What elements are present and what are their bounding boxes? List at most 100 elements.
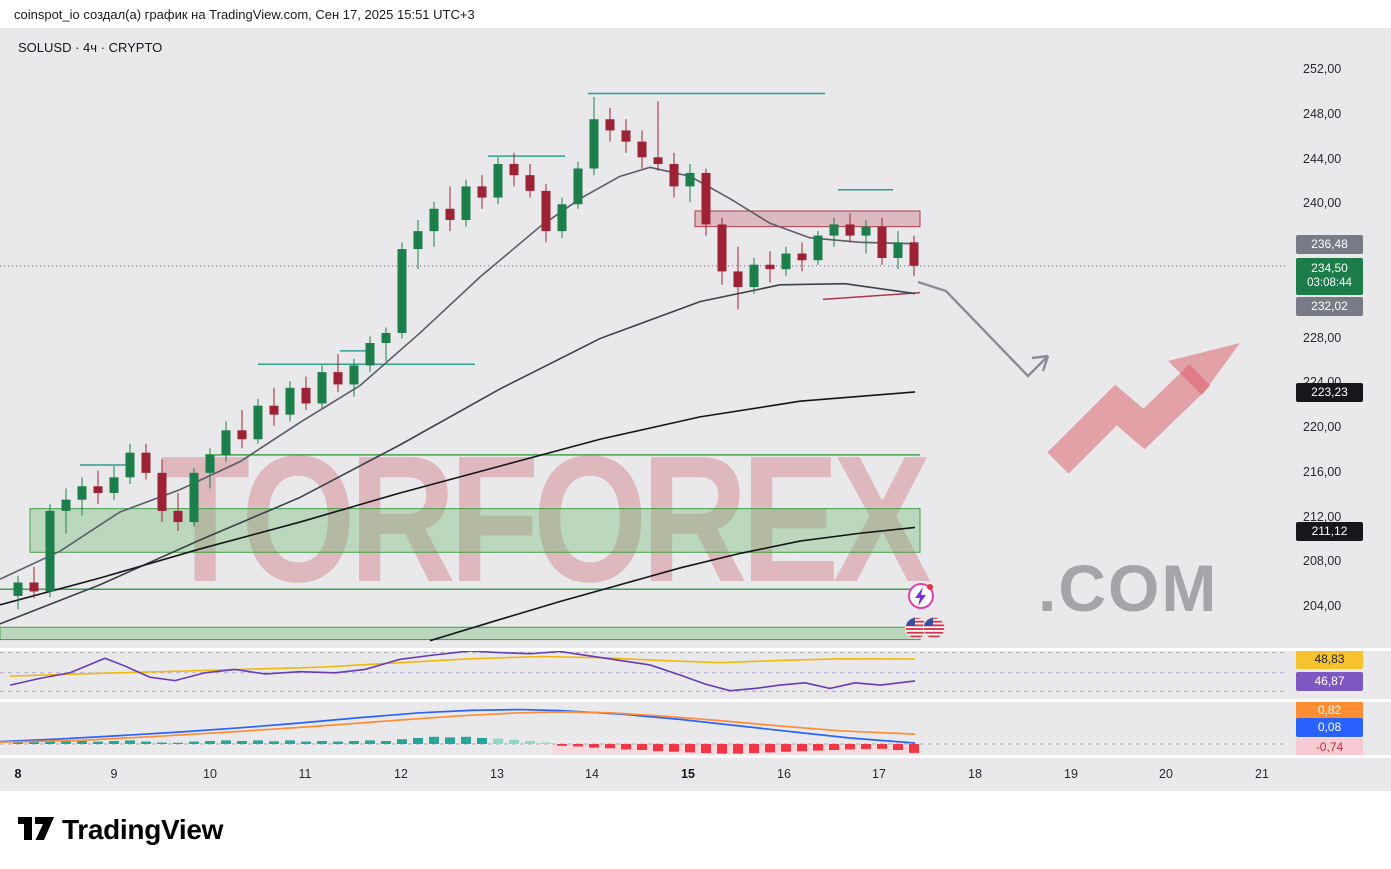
candle-body xyxy=(733,271,743,288)
resistance-zone[interactable] xyxy=(694,210,921,228)
candle-body xyxy=(525,175,535,191)
indicator-yellow-line xyxy=(9,655,916,677)
candle-body xyxy=(541,190,551,232)
candle-body xyxy=(141,452,151,473)
current-price-badge: 234,50 03:08:44 xyxy=(1296,257,1363,295)
histogram-bar xyxy=(765,744,775,753)
histogram-bar xyxy=(909,744,919,753)
pane-separator[interactable] xyxy=(0,699,1391,702)
price-axis-label: 248,00 xyxy=(1303,106,1342,121)
candle-body xyxy=(13,582,23,596)
histogram-bar xyxy=(605,744,615,749)
ma-fast xyxy=(0,166,916,580)
candle-body xyxy=(605,119,615,131)
candle-body xyxy=(557,204,567,232)
price-axis-label: 240,00 xyxy=(1303,196,1342,211)
candle-body xyxy=(157,472,167,511)
price-badge: 48,83 xyxy=(1296,649,1363,669)
footer xyxy=(0,791,1391,869)
price-axis-label: 244,00 xyxy=(1303,151,1342,166)
time-axis-label: 17 xyxy=(872,767,886,781)
histogram-bar xyxy=(829,744,839,750)
candle-body xyxy=(493,163,503,198)
us-flag-sticker-icon[interactable] xyxy=(923,617,945,639)
candle-body xyxy=(269,405,279,415)
histogram-bar xyxy=(77,741,87,744)
candle-body xyxy=(829,224,839,236)
histogram-bar xyxy=(525,741,535,744)
histogram-bar xyxy=(621,744,631,750)
ma-mid xyxy=(0,282,916,625)
time-axis-label: 15 xyxy=(681,767,695,781)
histogram-bar xyxy=(589,744,599,748)
price-badge: 232,02 xyxy=(1296,296,1363,316)
ma-slowest xyxy=(429,526,916,642)
price-axis-label: 204,00 xyxy=(1303,599,1342,614)
histogram-bar xyxy=(461,736,471,744)
lower-support-band[interactable] xyxy=(0,626,921,641)
lightning-bolt-glyph xyxy=(915,587,926,606)
us-flag-sticker-icon[interactable] xyxy=(905,617,927,639)
candle-body xyxy=(61,499,71,511)
histogram-bar xyxy=(173,742,183,744)
candle-body xyxy=(845,224,855,236)
histogram-bar xyxy=(493,738,503,744)
time-axis-label: 8 xyxy=(14,767,22,781)
time-axis-label: 13 xyxy=(490,767,504,781)
price-axis-label: 252,00 xyxy=(1303,62,1342,76)
candle-body xyxy=(125,452,135,478)
pane-separator[interactable] xyxy=(0,755,1391,758)
candle-body xyxy=(653,157,663,164)
histogram-bar xyxy=(189,741,199,744)
histogram-bar xyxy=(413,738,423,744)
price-badge: 223,23 xyxy=(1296,382,1363,402)
time-axis-label: 12 xyxy=(394,767,408,781)
histogram-bar xyxy=(781,744,791,752)
histogram-bar xyxy=(301,741,311,744)
histogram-bar xyxy=(845,744,855,750)
price-badge: 0,82 xyxy=(1296,700,1363,720)
projection-arrow-head xyxy=(1041,355,1050,372)
histogram-bar xyxy=(237,741,247,744)
histogram-bar xyxy=(557,744,567,746)
time-axis-label: 21 xyxy=(1255,767,1269,781)
projection-arrow[interactable] xyxy=(917,280,1049,378)
trend-segment[interactable] xyxy=(822,291,921,301)
candle-body xyxy=(877,226,887,258)
candle-body xyxy=(253,405,263,440)
candle-body xyxy=(413,231,423,250)
pane-separator[interactable] xyxy=(0,648,1391,651)
candle-body xyxy=(765,264,775,270)
histogram-bar xyxy=(861,744,871,750)
histogram-bar xyxy=(253,740,263,744)
candle-body xyxy=(45,510,55,592)
histogram-bar xyxy=(509,739,519,744)
price-badge: 211,12 xyxy=(1296,521,1363,541)
candle-body xyxy=(461,186,471,220)
candle-body xyxy=(509,163,519,176)
histogram-bar xyxy=(61,740,71,744)
histogram-bar xyxy=(893,744,903,750)
histogram-bar xyxy=(669,744,679,752)
candle-body xyxy=(205,454,215,473)
candle-body xyxy=(637,141,647,158)
support-zone[interactable] xyxy=(29,508,921,553)
candle-body xyxy=(621,130,631,142)
tradingview-logo-icon[interactable] xyxy=(16,812,56,846)
histogram-bar xyxy=(797,744,807,752)
histogram-bar xyxy=(397,739,407,744)
price-axis-label: 212,00 xyxy=(1303,509,1342,524)
time-axis-label: 14 xyxy=(585,767,599,781)
tradingview-brand[interactable]: TradingView xyxy=(62,814,224,845)
candle-body xyxy=(333,372,343,385)
candle-body xyxy=(381,332,391,344)
price-badge: -0,74 xyxy=(1296,737,1363,757)
candle-body xyxy=(93,486,103,493)
price-badge: 0,08 xyxy=(1296,717,1363,737)
candle-body xyxy=(781,253,791,270)
histogram-bar xyxy=(333,741,343,744)
candle-body xyxy=(301,387,311,404)
price-axis-label: 208,00 xyxy=(1303,554,1342,569)
